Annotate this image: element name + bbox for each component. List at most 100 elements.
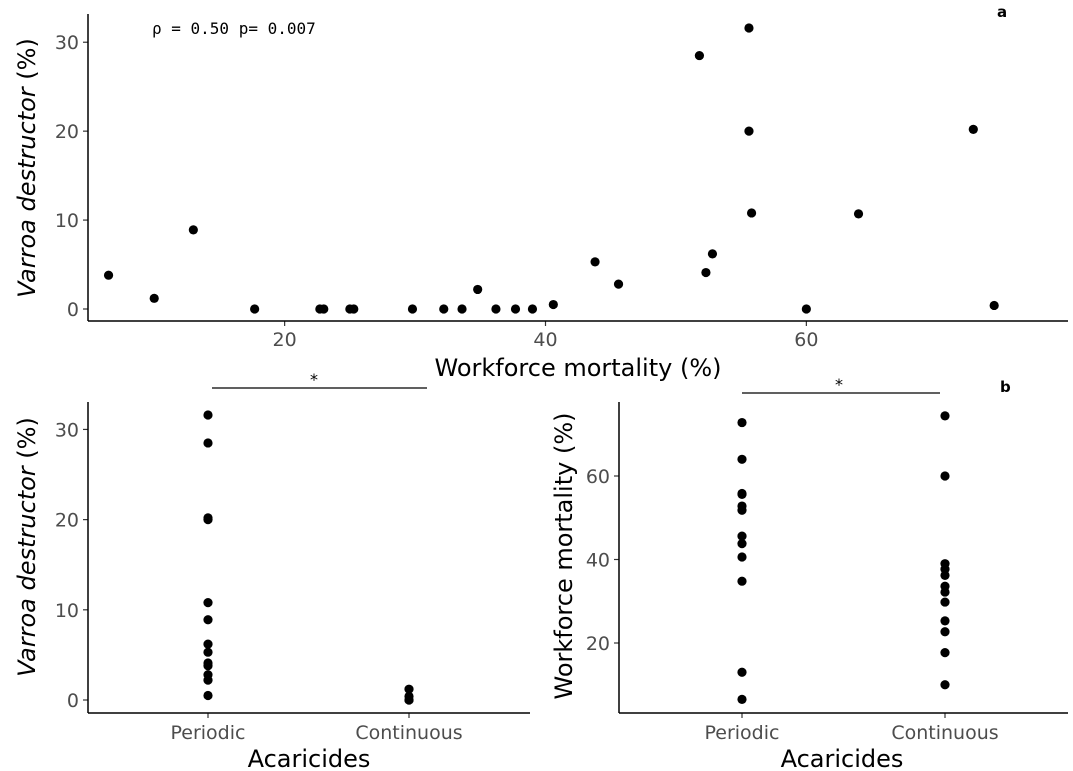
panel-a-data-point (989, 300, 999, 311)
panel-a-data-point (590, 257, 600, 267)
panel-a-data-point (746, 208, 757, 218)
panel-b-y-tick-label: 20 (586, 633, 610, 655)
panel-a-data-point (473, 284, 483, 295)
panel-c-y-tick-label: 10 (55, 600, 79, 622)
panel-b-data-point (737, 667, 747, 677)
panel-b-data-point (737, 552, 747, 562)
panel-c-data-point (404, 684, 414, 694)
panel-c-points (203, 410, 414, 705)
panel-a-data-point (801, 304, 811, 314)
panel-c-data-point (203, 690, 213, 701)
panel-b-x-tick-label: Periodic (705, 722, 780, 744)
panel-a-data-point (744, 23, 754, 33)
panel-a-annotation: ρ = 0.50 p= 0.007 (152, 19, 316, 38)
panel-a-data-point (349, 304, 359, 314)
panel-a-data-point (744, 126, 754, 136)
panel-a-y-axis-title: Varroa destructor (%) (13, 38, 41, 298)
panel-b-data-point (940, 616, 950, 626)
panel-a-y-axis-title-unit: (%) (13, 38, 41, 87)
panel-b-data-point (940, 411, 950, 421)
panel-b-y-axis-title: Workforce mortality (%) (550, 413, 578, 700)
panel-b-data-point (737, 539, 747, 549)
panel-a-x-axis-title: Workforce mortality (%) (435, 354, 722, 382)
panel-c-data-point (203, 438, 213, 448)
panel-c-data-point (203, 410, 213, 420)
panel-c: 0 10 20 30 Periodic Continuous * Acaricides V… (13, 370, 530, 771)
panel-a-data-point (701, 267, 711, 278)
panel-b-significance-star: * (835, 375, 843, 394)
panel-a-data-point (457, 304, 467, 314)
panel-b-x-tick-label: Continuous (891, 722, 998, 744)
panel-c-data-point (203, 675, 213, 685)
panel-c-data-point (203, 615, 213, 625)
panel-b-data-point (940, 680, 950, 690)
panel-a-y-axis-title-species: Varroa destructor (13, 85, 41, 298)
panel-a-points (103, 23, 999, 314)
panel-c-data-point (203, 639, 213, 649)
panel-a-y-tick-label: 10 (55, 210, 79, 232)
panel-a-data-point (548, 299, 558, 310)
panel-b-data-point (737, 489, 747, 499)
panel-a-data-point (103, 270, 114, 280)
panel-c-significance-star: * (310, 370, 318, 389)
panel-a-ticks: 0 10 20 30 20 40 60 (55, 32, 819, 351)
panel-c-ticks: 0 10 20 30 Periodic Continuous (55, 419, 463, 744)
panel-b-letter: b (1000, 378, 1011, 396)
panel-a-data-point (510, 304, 521, 314)
panel-c-data-point (203, 515, 213, 525)
panel-a-letter: a (997, 3, 1007, 21)
panel-b-x-axis-title: Acaricides (781, 745, 904, 771)
panel-a: 0 10 20 30 20 40 60 ρ = 0.50 p= 0.007 a Workfo… (13, 3, 1068, 382)
panel-c-x-tick-label: Continuous (355, 722, 462, 744)
panel-a-data-point (188, 225, 198, 235)
panel-c-y-axis-title-species: Varroa destructor (13, 464, 41, 677)
panel-b-y-tick-label: 40 (586, 550, 610, 572)
panel-a-data-point (853, 209, 864, 219)
panel-a-data-point (968, 124, 978, 134)
panel-c-data-point (203, 647, 213, 657)
panel-a-x-tick-label: 20 (273, 329, 297, 351)
panel-a-y-tick-label: 30 (55, 32, 79, 54)
panel-b-data-point (737, 454, 747, 464)
panel-b-data-point (940, 570, 950, 580)
panel-a-x-tick-label: 60 (794, 329, 818, 351)
panel-c-data-point (203, 597, 213, 608)
panel-b-data-point (940, 627, 950, 637)
panel-b-y-tick-label: 60 (586, 466, 610, 488)
panel-a-data-point (407, 304, 418, 314)
panel-b-data-point (737, 576, 747, 586)
panel-a-data-point (527, 304, 538, 314)
panel-c-y-axis-title-unit: (%) (13, 417, 41, 466)
panel-a-data-point (439, 304, 449, 314)
panel-a-x-tick-label: 40 (533, 329, 557, 351)
panel-b-points (737, 411, 950, 704)
panel-a-data-point (319, 304, 329, 314)
panel-a-data-point (250, 304, 260, 314)
panel-a-data-point (613, 279, 624, 289)
panel-c-y-tick-label: 30 (55, 419, 79, 441)
panel-b-data-point (940, 471, 950, 481)
panel-c-data-point (203, 661, 213, 671)
panel-c-x-tick-label: Periodic (171, 722, 246, 744)
panel-a-data-point (491, 304, 501, 314)
panel-c-data-point (404, 695, 414, 705)
panel-a-data-point (149, 293, 159, 303)
panel-c-y-tick-label: 20 (55, 510, 79, 532)
panel-b-data-point (737, 417, 747, 428)
panel-b-data-point (737, 505, 747, 515)
panel-b-data-point (737, 531, 747, 541)
panel-a-y-tick-label: 0 (67, 299, 79, 321)
panel-c-y-tick-label: 0 (67, 690, 79, 712)
panel-b-data-point (940, 587, 950, 597)
panel-b-data-point (737, 694, 747, 704)
panel-b-data-point (940, 597, 950, 607)
panel-b-data-point (940, 648, 950, 658)
panel-c-x-axis-title: Acaricides (248, 745, 371, 771)
panel-b-ticks: 20 40 60 Periodic Continuous (586, 466, 999, 744)
panel-a-y-tick-label: 20 (55, 121, 79, 143)
panel-c-y-axis-title: Varroa destructor (%) (13, 417, 41, 677)
panel-a-data-point (694, 50, 705, 61)
panel-a-data-point (707, 249, 718, 259)
